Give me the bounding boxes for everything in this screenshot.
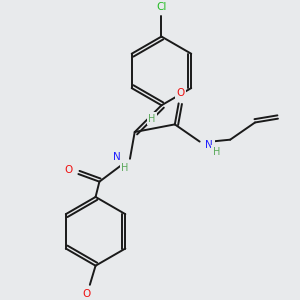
Text: O: O: [176, 88, 185, 98]
Text: H: H: [213, 147, 220, 157]
Text: O: O: [65, 165, 73, 175]
Text: H: H: [148, 114, 156, 124]
Text: O: O: [82, 290, 90, 299]
Text: N: N: [113, 152, 121, 162]
Text: N: N: [206, 140, 213, 150]
Text: H: H: [122, 163, 129, 173]
Text: Cl: Cl: [156, 2, 167, 12]
